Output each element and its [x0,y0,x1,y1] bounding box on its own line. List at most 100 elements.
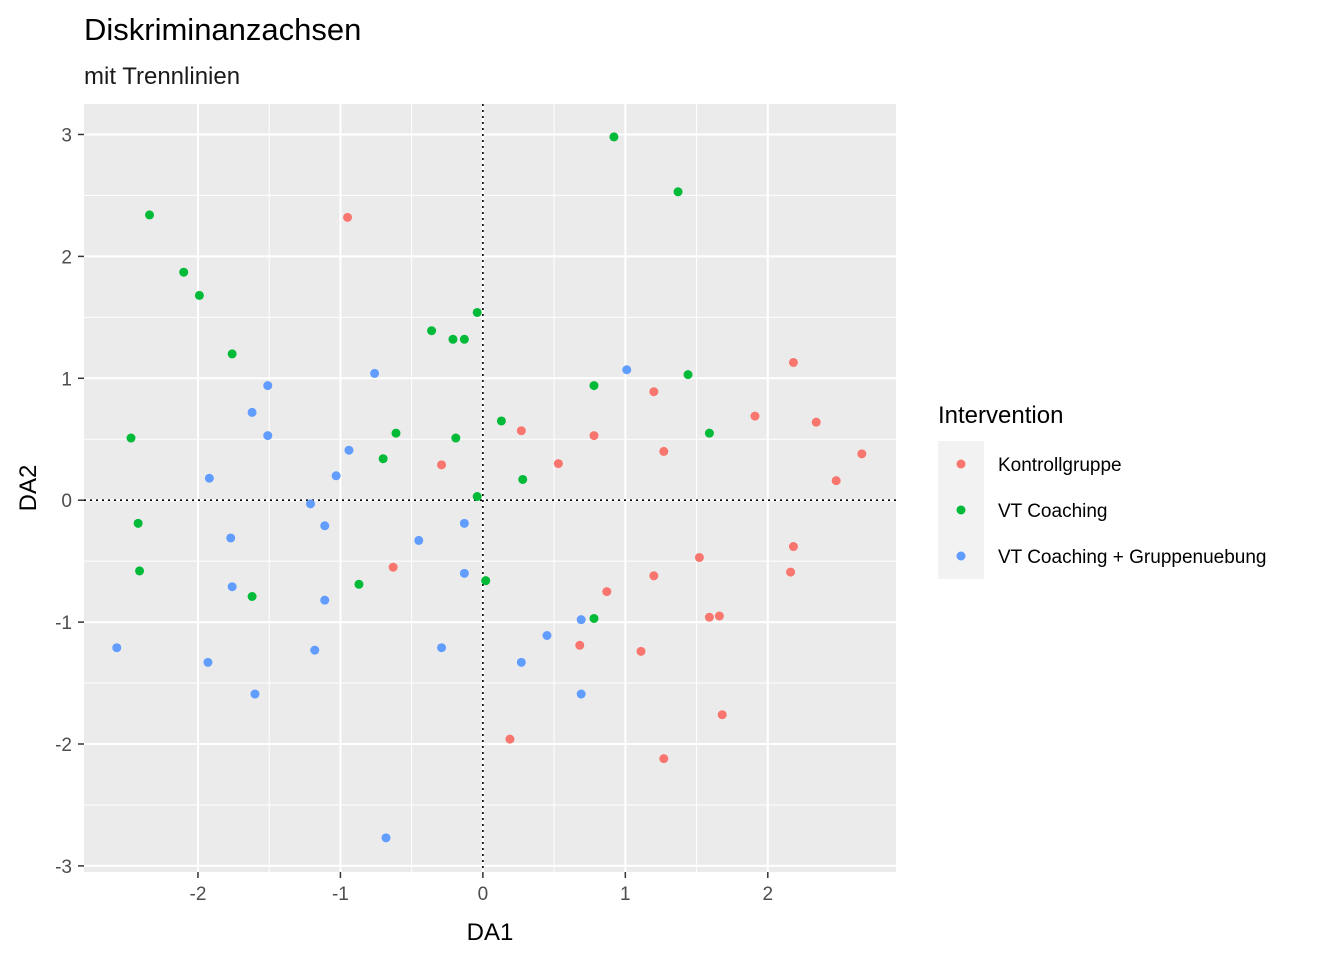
point-series-1 [179,268,188,277]
point-series-1 [195,291,204,300]
point-series-2 [460,569,469,578]
point-series-1 [248,592,257,601]
point-series-1 [379,454,388,463]
legend-label-1: VT Coaching [998,501,1108,522]
y-tick-label: 0 [61,491,72,512]
point-series-1 [684,370,693,379]
point-series-1 [354,580,363,589]
plot-panel [84,104,896,872]
point-series-2 [263,381,272,390]
legend-key-1 [957,506,966,515]
chart-title: Diskriminanzachsen [84,12,361,47]
legend-label-2: VT Coaching + Gruppenuebung [998,547,1267,568]
y-axis: -3 -2 -1 0 1 2 3 [55,125,84,877]
point-series-1 [674,187,683,196]
point-series-0 [602,587,611,596]
point-series-1 [127,434,136,443]
point-series-2 [112,643,121,652]
point-series-2 [226,533,235,542]
point-series-2 [310,646,319,655]
point-series-0 [718,710,727,719]
chart-subtitle: mit Trennlinien [84,63,240,90]
legend-key-2 [957,552,966,561]
point-series-0 [812,418,821,427]
point-series-0 [389,563,398,572]
x-axis-title: DA1 [467,919,514,946]
point-series-2 [542,631,551,640]
x-tick-label: 0 [478,884,489,905]
point-series-1 [391,429,400,438]
y-tick-label: -3 [55,857,72,878]
point-series-1 [518,475,527,484]
point-series-2 [205,474,214,483]
y-tick-label: -1 [55,613,72,634]
legend-key-0 [957,460,966,469]
point-series-1 [481,576,490,585]
x-tick-label: -2 [190,884,207,905]
point-series-1 [427,326,436,335]
point-series-0 [789,358,798,367]
point-series-2 [250,690,259,699]
point-series-1 [448,335,457,344]
point-series-0 [505,735,514,744]
point-series-2 [248,408,257,417]
x-tick-label: 2 [763,884,774,905]
point-series-1 [145,210,154,219]
point-series-1 [589,614,598,623]
point-series-2 [344,446,353,455]
point-series-2 [577,615,586,624]
point-series-0 [715,612,724,621]
point-series-2 [382,833,391,842]
y-axis-title: DA2 [15,465,42,512]
point-series-2 [437,643,446,652]
x-tick-label: -1 [332,884,349,905]
point-series-1 [228,349,237,358]
point-series-1 [473,492,482,501]
point-series-2 [622,365,631,374]
point-series-2 [306,499,315,508]
point-series-0 [786,568,795,577]
point-series-1 [460,335,469,344]
x-tick-label: 1 [620,884,631,905]
point-series-0 [589,431,598,440]
point-series-0 [659,447,668,456]
point-series-2 [332,471,341,480]
point-series-0 [705,613,714,622]
point-series-0 [637,647,646,656]
point-series-2 [517,658,526,667]
point-series-2 [320,521,329,530]
point-series-0 [343,213,352,222]
point-series-2 [370,369,379,378]
point-series-1 [705,429,714,438]
point-series-0 [750,412,759,421]
point-series-0 [437,460,446,469]
point-series-0 [832,476,841,485]
point-series-0 [857,449,866,458]
point-series-2 [228,582,237,591]
point-series-0 [517,426,526,435]
point-series-0 [649,387,658,396]
point-series-2 [320,596,329,605]
legend-label-0: Kontrollgruppe [998,455,1122,476]
point-series-0 [695,553,704,562]
legend: Intervention Kontrollgruppe VT Coaching VT… [938,402,1267,579]
point-series-0 [789,542,798,551]
y-tick-label: -2 [55,735,72,756]
point-series-1 [451,434,460,443]
point-series-0 [649,571,658,580]
point-series-2 [203,658,212,667]
point-series-2 [263,431,272,440]
point-series-2 [414,536,423,545]
point-series-1 [134,519,143,528]
point-series-0 [575,641,584,650]
point-series-0 [659,754,668,763]
point-series-1 [497,416,506,425]
point-series-1 [589,381,598,390]
point-series-0 [554,459,563,468]
legend-title: Intervention [938,402,1063,429]
point-series-1 [609,132,618,141]
y-tick-label: 2 [61,247,72,268]
x-axis: -2 -1 0 1 2 [190,872,774,905]
point-series-1 [473,308,482,317]
